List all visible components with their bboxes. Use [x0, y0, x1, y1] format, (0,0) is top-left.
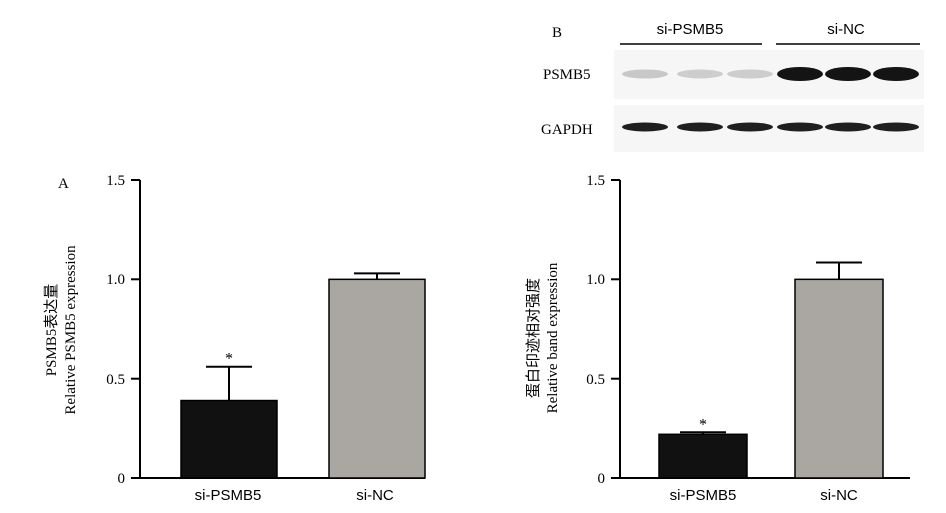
chart-a-bar-si-psmb5 [180, 399, 278, 479]
panel-a-letter: A [58, 176, 69, 192]
chart-b-bar-si-psmb5 [658, 433, 748, 479]
chart-a-bars: * [180, 272, 426, 479]
chart-a-x-label-si-psmb5: si-PSMB5 [195, 487, 262, 504]
blot-band-gapdh-lane-5 [825, 122, 871, 132]
chart-b-y-tick-label-0: 0 [598, 471, 606, 487]
blot-band-psmb5-lane-4 [777, 67, 823, 81]
chart-b-significance-si-psmb5: * [699, 416, 707, 433]
blot-band-gapdh-lane-6 [873, 122, 919, 132]
blot-band-psmb5-lane-2 [677, 69, 723, 79]
chart-b-ylabel: 蛋白印迹相对强度 Relative band expression [525, 262, 561, 413]
blot-band-gapdh-lane-3 [727, 122, 773, 132]
chart-b-ylabel-cn: 蛋白印迹相对强度 [525, 278, 542, 398]
chart-a-y-tick-label-0: 0 [118, 471, 126, 487]
panel-b-letter: B [552, 25, 562, 41]
chart-a-y-tick-label-2: 1.0 [106, 272, 125, 288]
blot-band-psmb5-lane-3 [727, 69, 773, 79]
blot-band-gapdh-lane-1 [622, 122, 668, 132]
chart-a-significance-si-psmb5: * [225, 351, 233, 368]
chart-a-y-ticks: 0 0.5 1.0 1.5 [106, 173, 140, 487]
western-blot: B si-PSMB5 si-NC PSMB5 GAPDH [541, 21, 924, 152]
blot-group-label-si-psmb5: si-PSMB5 [657, 21, 724, 38]
chart-b-y-tick-label-2: 1.0 [586, 272, 605, 288]
blot-group-label-si-nc: si-NC [827, 21, 865, 38]
chart-b-y-tick-label-1: 0.5 [586, 372, 605, 388]
chart-b-x-label-si-nc: si-NC [820, 487, 858, 504]
chart-a-ylabel-cn: PSMB5表达量 [43, 284, 60, 377]
chart-b-x-label-si-psmb5: si-PSMB5 [670, 487, 737, 504]
chart-b-y-ticks: 0 0.5 1.0 1.5 [586, 173, 620, 487]
chart-a-y-tick-label-3: 1.5 [106, 173, 125, 189]
chart-b-bars: * [658, 261, 884, 479]
blot-band-psmb5-lane-6 [873, 67, 919, 81]
chart-b-y-tick-label-3: 1.5 [586, 173, 605, 189]
chart-b: 0 0.5 1.0 1.5 si-PSMB5 si-NC * [586, 173, 910, 504]
blot-band-psmb5-lane-1 [622, 69, 668, 79]
blot-bands [622, 67, 919, 132]
chart-a-x-label-si-nc: si-NC [356, 487, 394, 504]
chart-b-bar-si-nc [794, 278, 884, 479]
chart-a-bar-si-nc [328, 278, 426, 479]
chart-a-ylabel-en: Relative PSMB5 expression [63, 245, 79, 415]
chart-a: 0 0.5 1.0 1.5 si-PSMB5 si-NC * [106, 173, 426, 504]
blot-band-gapdh-lane-2 [677, 122, 723, 132]
chart-a-ylabel: PSMB5表达量 Relative PSMB5 expression [43, 245, 79, 415]
blot-row-label-psmb5: PSMB5 [543, 67, 591, 83]
chart-a-y-tick-label-1: 0.5 [106, 372, 125, 388]
blot-band-psmb5-lane-5 [825, 67, 871, 81]
blot-row-label-gapdh: GAPDH [541, 122, 593, 138]
chart-b-ylabel-en: Relative band expression [545, 262, 561, 413]
blot-band-gapdh-lane-4 [777, 122, 823, 132]
